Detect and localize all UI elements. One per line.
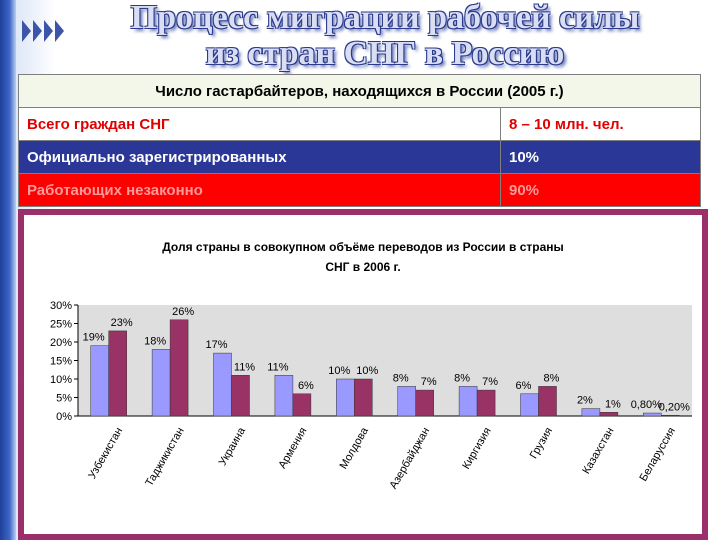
category-label: Украина <box>217 425 249 468</box>
data-label: 11% <box>267 361 288 373</box>
page-title-line2: из стран СНГ в Россию <box>205 35 565 72</box>
data-label: 8% <box>454 372 470 384</box>
data-label: 7% <box>482 376 498 388</box>
data-label: 0,20% <box>659 401 690 413</box>
y-tick-label: 20% <box>50 337 72 349</box>
category-label: Киргизия <box>460 425 493 471</box>
table-cell-label: Работающих незаконно <box>18 173 501 207</box>
data-label: 7% <box>421 376 437 388</box>
category-label: Беларуссия <box>638 425 678 483</box>
table-cell-value: 8 – 10 млн. чел. <box>500 107 701 141</box>
data-label: 0,80% <box>631 399 662 411</box>
data-label: 1% <box>605 398 621 410</box>
table-cell-value: 10% <box>500 140 701 174</box>
bar-series1 <box>274 375 294 417</box>
bar-series1 <box>520 393 539 417</box>
data-label: 6% <box>516 380 532 392</box>
bar-series2 <box>661 415 680 417</box>
bar-series2 <box>599 412 619 417</box>
bar-series2 <box>538 386 557 417</box>
table-cell-value: 90% <box>500 173 701 207</box>
y-tick-label: 10% <box>50 374 72 386</box>
bar-series2 <box>108 330 127 417</box>
y-tick-label: 25% <box>50 319 72 331</box>
y-tick-label: 5% <box>56 393 72 405</box>
category-label: Грузия <box>528 425 555 460</box>
data-label: 8% <box>544 372 560 384</box>
category-label: Казахстан <box>580 426 616 477</box>
data-label: 19% <box>83 332 105 344</box>
chart-frame: Доля страны в совокупном объёме переводо… <box>18 209 708 540</box>
table-header-row: Число гастарбайтеров, находящихся в Росс… <box>18 74 701 108</box>
bar-series1 <box>397 386 416 417</box>
table-header-cell: Число гастарбайтеров, находящихся в Росс… <box>18 74 701 108</box>
data-label: 26% <box>172 306 194 318</box>
bar-series1 <box>151 349 171 417</box>
table-cell-label: Официально зарегистрированных <box>18 140 501 174</box>
y-tick-label: 0% <box>56 411 72 423</box>
page-title-line1: Процесс миграции рабочей силы <box>130 0 640 36</box>
remittance-chart: Доля страны в совокупном объёме переводо… <box>50 240 692 492</box>
bar-series2 <box>476 389 496 417</box>
page-title: Процесс миграции рабочей силы из стран С… <box>60 0 710 72</box>
bar-series1 <box>90 345 109 417</box>
bar-series1 <box>336 378 355 417</box>
bar-series2 <box>354 378 373 417</box>
bar-series2 <box>415 389 434 417</box>
data-label: 8% <box>393 372 409 384</box>
bar-series1 <box>643 412 662 417</box>
data-label: 23% <box>111 317 133 329</box>
table-row-illegal: Работающих незаконно 90% <box>18 173 701 207</box>
bar-series1 <box>458 386 478 417</box>
arrows-icon <box>22 20 64 42</box>
chart-title-line1: Доля страны в совокупном объёме переводо… <box>162 240 564 254</box>
data-label: 11% <box>234 361 255 373</box>
data-label: 6% <box>298 380 314 392</box>
chart-title-line2: СНГ в 2006 г. <box>325 260 400 274</box>
migrants-table: Число гастарбайтеров, находящихся в Росс… <box>18 74 701 207</box>
bar-series2 <box>231 375 250 417</box>
data-label: 2% <box>577 395 593 407</box>
y-tick-label: 15% <box>50 356 72 368</box>
bar-series2 <box>292 393 312 417</box>
y-tick-label: 30% <box>50 300 72 312</box>
table-row-official: Официально зарегистрированных 10% <box>18 140 701 174</box>
table-cell-label: Всего граждан СНГ <box>18 107 501 141</box>
category-label: Молдова <box>338 425 372 472</box>
left-accent-bar <box>0 0 16 540</box>
category-label: Таджикистан <box>143 426 186 489</box>
data-label: 17% <box>205 339 227 351</box>
data-label: 10% <box>356 365 378 377</box>
bar-series2 <box>169 319 189 417</box>
category-label: Армения <box>276 425 309 470</box>
bar-series1 <box>581 408 601 417</box>
table-row-total: Всего граждан СНГ 8 – 10 млн. чел. <box>18 107 701 141</box>
data-label: 18% <box>144 335 166 347</box>
bar-series1 <box>213 352 232 417</box>
category-label: Азербайджан <box>388 426 433 492</box>
category-label: Узбекистан <box>86 426 125 481</box>
data-label: 10% <box>328 365 350 377</box>
